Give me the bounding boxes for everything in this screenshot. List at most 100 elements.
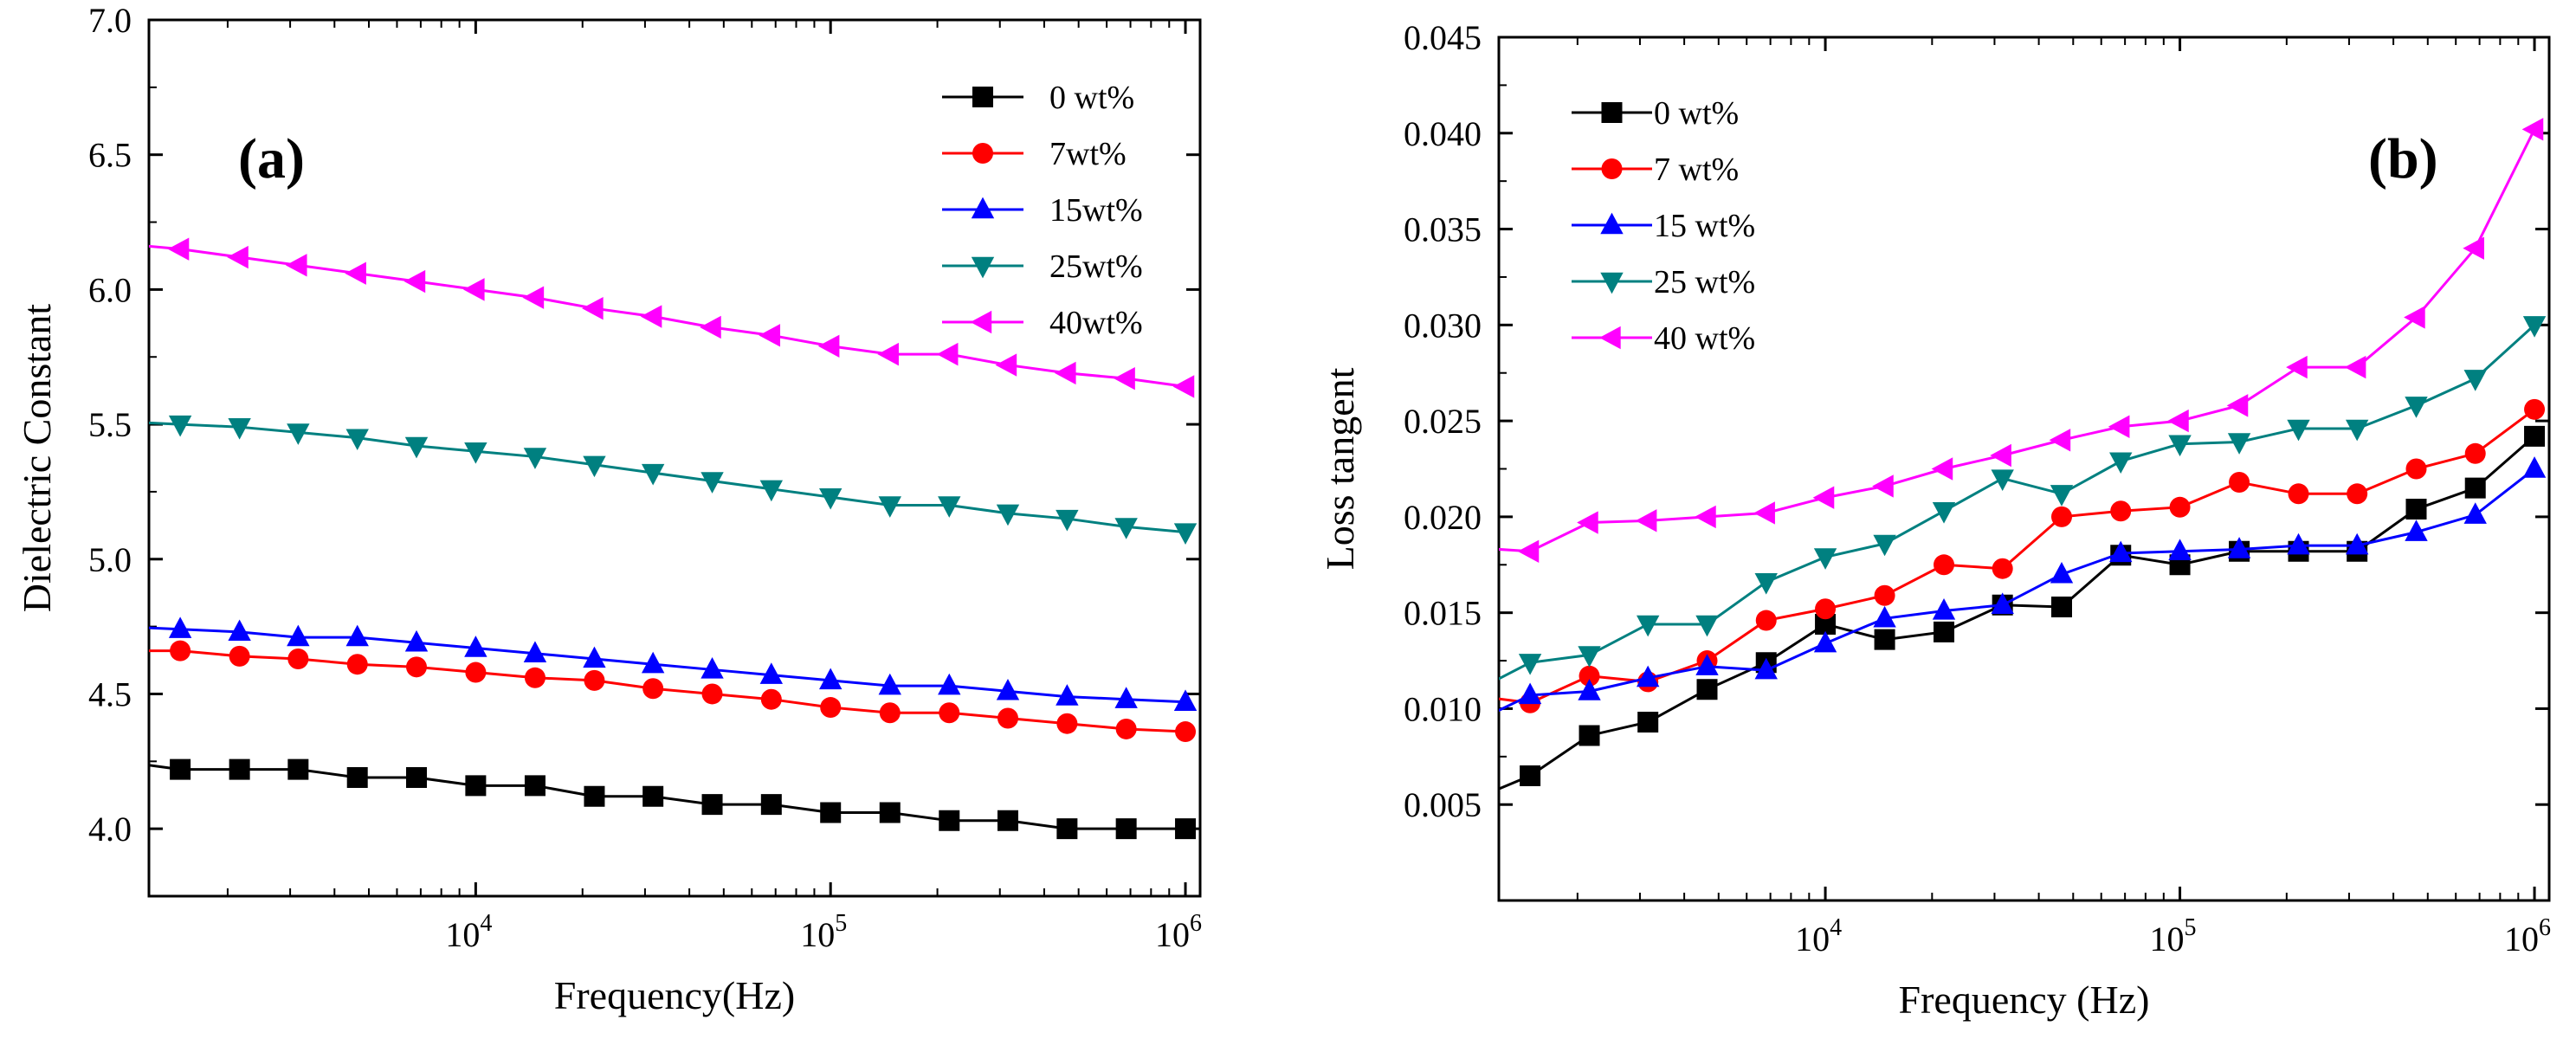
data-point-a-0	[939, 810, 960, 831]
y-tick-label-b: 0.045	[1404, 18, 1482, 57]
data-point-a-2	[1114, 687, 1138, 708]
data-point-b-1	[2347, 483, 2368, 505]
data-point-b-3	[1813, 548, 1837, 570]
data-point-a-2	[523, 641, 547, 662]
data-point-b-2	[2405, 520, 2428, 541]
data-point-a-2	[168, 616, 192, 638]
data-point-a-3	[404, 436, 429, 459]
data-point-b-1	[2169, 496, 2191, 518]
data-point-a-0	[997, 810, 1018, 831]
series-line-b-0	[1499, 435, 2536, 791]
data-point-a-1	[229, 645, 250, 667]
data-point-b-4	[1990, 443, 2011, 468]
data-point-b-0	[2464, 477, 2486, 499]
legend-marker-b	[1600, 272, 1624, 294]
x-tick-label-b: 105	[2150, 914, 2197, 958]
x-tick-label-a: 106	[1155, 910, 1202, 954]
data-point-b-1	[2110, 500, 2132, 522]
legend-marker-b	[1600, 212, 1624, 235]
y-tick-label-a: 6.0	[88, 270, 132, 309]
data-point-b-1	[1992, 558, 2013, 579]
data-point-b-2	[1754, 657, 1778, 680]
panel-label-b: (b)	[2368, 127, 2438, 190]
legend-label-b: 40 wt%	[1654, 320, 1755, 357]
y-tick-label-b: 0.025	[1404, 402, 1482, 441]
data-point-a-2	[759, 662, 784, 684]
data-point-b-2	[1695, 654, 1719, 675]
data-point-a-3	[583, 455, 606, 478]
y-tick-label-a: 7.0	[88, 1, 132, 40]
panel-label-a: (a)	[238, 127, 305, 190]
data-point-a-4	[1114, 366, 1135, 390]
data-point-a-0	[465, 775, 487, 797]
data-point-b-3	[2345, 419, 2369, 442]
data-point-b-0	[1874, 629, 1895, 650]
y-tick-label-a: 4.0	[88, 810, 132, 849]
data-point-a-4	[759, 324, 781, 347]
data-point-b-2	[2345, 532, 2369, 555]
data-point-b-0	[1579, 725, 1600, 746]
data-point-b-3	[1518, 654, 1542, 675]
data-point-b-4	[2286, 355, 2308, 379]
data-point-b-4	[1931, 457, 1953, 481]
data-point-a-0	[820, 802, 842, 823]
data-point-b-3	[1873, 534, 1896, 557]
data-point-b-2	[1518, 682, 1542, 705]
y-tick-label-b: 0.015	[1404, 594, 1482, 633]
y-axis-title-b: Loss tangent	[1318, 367, 1362, 570]
legend-marker-b	[1599, 326, 1621, 350]
data-point-a-1	[465, 662, 487, 683]
data-point-b-2	[1991, 592, 2014, 615]
data-point-b-4	[2108, 415, 2130, 438]
y-tick-label-a: 5.0	[88, 540, 132, 579]
legend-b: 0 wt% 7 wt% 15 wt% 25 wt% 40 wt%	[1572, 95, 1755, 357]
data-point-a-4	[345, 261, 366, 285]
data-point-b-1	[1934, 554, 1955, 576]
data-point-b-4	[2463, 236, 2484, 260]
data-point-b-3	[1636, 615, 1660, 637]
data-point-a-2	[1173, 689, 1198, 712]
data-point-a-3	[819, 487, 843, 510]
data-point-b-3	[1578, 646, 1601, 668]
data-point-a-2	[878, 673, 901, 695]
data-point-a-4	[936, 342, 959, 366]
data-point-a-1	[1115, 718, 1137, 739]
data-point-a-0	[879, 802, 901, 823]
data-point-a-3	[523, 448, 547, 469]
data-point-b-4	[1577, 511, 1598, 534]
data-point-b-2	[2050, 561, 2074, 584]
x-tick-label-b: 106	[2504, 914, 2551, 958]
data-point-a-4	[995, 353, 1017, 377]
data-point-b-3	[2109, 452, 2133, 474]
data-point-b-2	[2287, 532, 2310, 555]
legend-label-b: 0 wt%	[1654, 95, 1739, 132]
data-point-a-1	[346, 654, 368, 675]
data-point-b-1	[2464, 442, 2486, 464]
data-point-b-0	[1815, 613, 1837, 635]
data-point-a-0	[584, 785, 605, 807]
data-point-b-0	[2405, 499, 2427, 520]
data-point-b-3	[2463, 370, 2487, 391]
data-point-a-3	[938, 496, 961, 518]
legend-label-b: 25 wt%	[1654, 264, 1755, 300]
data-point-a-4	[1054, 361, 1076, 385]
data-point-a-4	[640, 305, 662, 328]
data-point-a-3	[1173, 523, 1198, 545]
data-point-a-4	[167, 237, 190, 261]
data-point-a-4	[462, 278, 485, 301]
data-point-b-1	[1874, 584, 1895, 606]
data-point-a-1	[820, 697, 842, 719]
legend-marker-a	[972, 87, 993, 107]
data-point-a-2	[583, 646, 606, 668]
data-point-a-1	[997, 707, 1018, 729]
data-point-a-2	[287, 624, 310, 647]
data-point-a-2	[464, 636, 487, 657]
data-point-a-1	[405, 656, 427, 678]
legend-label-a: 15wt%	[1049, 192, 1143, 229]
data-point-a-2	[228, 619, 251, 642]
x-axis-title-a: Frequency(Hz)	[554, 973, 795, 1017]
data-point-a-0	[1115, 818, 1137, 840]
data-point-a-0	[1175, 818, 1197, 840]
x-tick-label-a: 104	[445, 910, 492, 954]
